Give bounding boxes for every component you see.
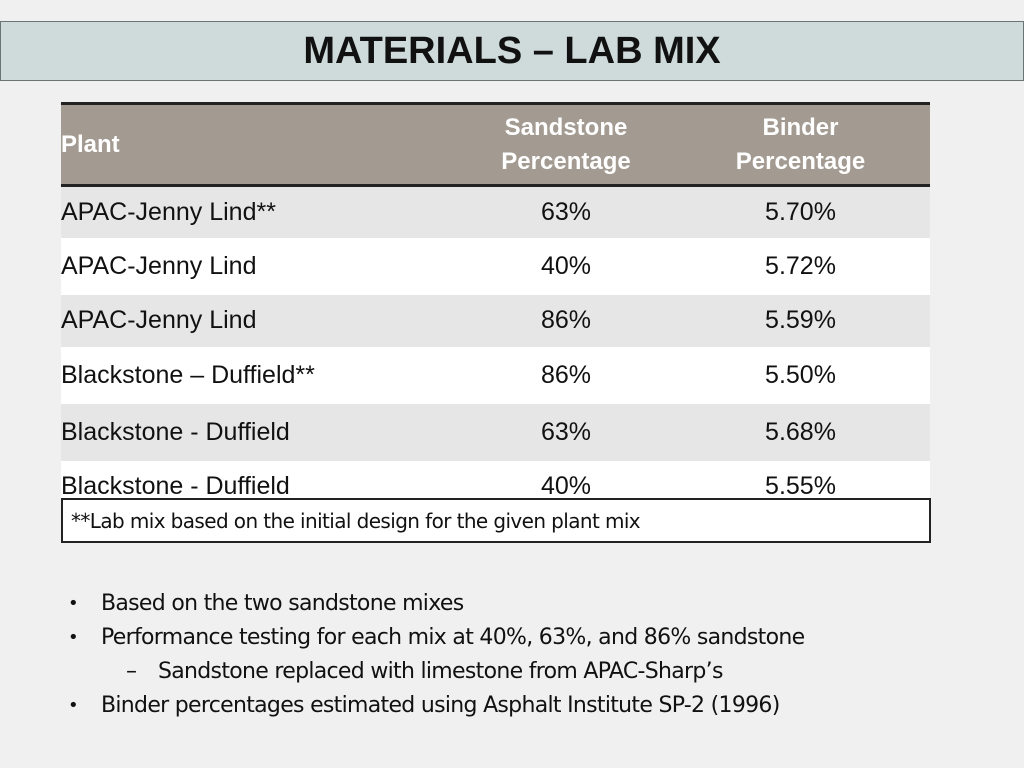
title-bar: MATERIALS – LAB MIX xyxy=(0,21,1024,81)
cell-plant: Blackstone – Duffield** xyxy=(61,360,315,389)
cell-plant: APAC-Jenny Lind** xyxy=(61,197,276,226)
footnote-text: **Lab mix based on the initial design fo… xyxy=(71,508,641,533)
cell-binder: 5.70% xyxy=(765,197,836,226)
header-sandstone-line2: Percentage xyxy=(501,147,631,175)
lab-mix-table: Plant Sandstone Percentage Binder Percen… xyxy=(61,102,930,513)
bullet-marker: • xyxy=(68,695,79,716)
bullet-list: • Based on the two sandstone mixes • Per… xyxy=(68,587,968,723)
list-item: • Based on the two sandstone mixes xyxy=(68,587,968,621)
header-binder-percentage: Binder Percentage xyxy=(671,104,930,186)
slide-title: MATERIALS – LAB MIX xyxy=(303,29,721,72)
cell-binder: 5.55% xyxy=(765,472,836,500)
sub-bullet-marker: – xyxy=(126,659,137,684)
cell-sandstone: 86% xyxy=(540,306,592,334)
bullet-marker: • xyxy=(68,593,79,614)
header-sandstone-line1: Sandstone xyxy=(504,113,628,141)
cell-plant: APAC-Jenny Lind xyxy=(61,251,257,280)
list-item: – Sandstone replaced with limestone from… xyxy=(68,655,968,689)
cell-binder: 5.59% xyxy=(765,306,836,334)
table-row: APAC-Jenny Lind** 63% 5.70% xyxy=(61,185,930,238)
bullet-text: Binder percentages estimated using Aspha… xyxy=(101,693,780,718)
list-item: • Binder percentages estimated using Asp… xyxy=(68,689,968,723)
cell-binder: 5.72% xyxy=(765,251,836,280)
table-row: Blackstone - Duffield 63% 5.68% xyxy=(61,403,930,461)
cell-sandstone: 40% xyxy=(540,472,592,500)
table-row: APAC-Jenny Lind 86% 5.59% xyxy=(61,294,930,347)
cell-plant: Blackstone - Duffield xyxy=(61,472,290,500)
bullet-text: Performance testing for each mix at 40%,… xyxy=(101,625,805,650)
list-item: • Performance testing for each mix at 40… xyxy=(68,621,968,655)
lab-mix-table-container: Plant Sandstone Percentage Binder Percen… xyxy=(61,102,930,513)
table-header-row: Plant Sandstone Percentage Binder Percen… xyxy=(61,103,930,186)
bullet-text: Based on the two sandstone mixes xyxy=(101,591,464,616)
table-row: APAC-Jenny Lind 40% 5.72% xyxy=(61,237,930,295)
header-plant: Plant xyxy=(61,104,461,186)
cell-plant: APAC-Jenny Lind xyxy=(61,306,257,334)
cell-sandstone: 63% xyxy=(540,197,592,226)
cell-binder: 5.68% xyxy=(765,417,836,446)
header-plant-label: Plant xyxy=(61,130,120,158)
bullet-marker: • xyxy=(68,627,79,648)
header-sandstone-percentage: Sandstone Percentage xyxy=(461,104,671,186)
cell-sandstone: 63% xyxy=(540,417,592,446)
cell-plant: Blackstone - Duffield xyxy=(61,417,290,446)
cell-binder: 5.50% xyxy=(765,360,836,389)
cell-sandstone: 40% xyxy=(540,251,592,280)
table-footnote: **Lab mix based on the initial design fo… xyxy=(61,498,931,543)
header-binder-line1: Binder xyxy=(762,113,839,141)
sub-bullet-text: Sandstone replaced with limestone from A… xyxy=(158,659,723,684)
cell-sandstone: 86% xyxy=(540,360,592,389)
table-row: Blackstone – Duffield** 86% 5.50% xyxy=(61,346,930,404)
header-binder-line2: Percentage xyxy=(735,147,866,175)
